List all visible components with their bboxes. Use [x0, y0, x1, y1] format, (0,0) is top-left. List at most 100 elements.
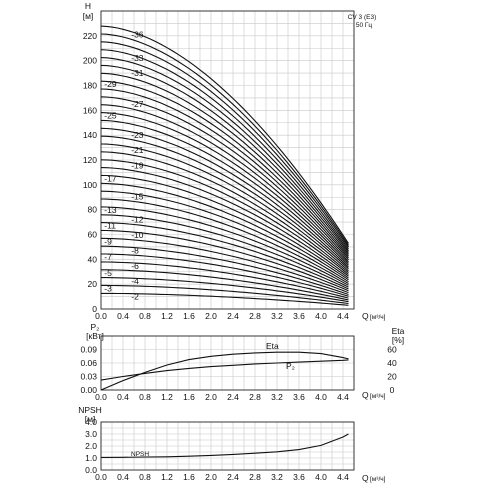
npsh-x-tick-label: 2.8 — [249, 472, 261, 482]
head-curve-6 — [100, 261, 349, 299]
head-y-tick-label: 160 — [83, 105, 97, 115]
head-curve-label-4: -4 — [131, 276, 139, 286]
head-curve-labels: -2 -3 -4 -5 -6 -7 -8 -9 -10 -11 -12 -13 -15 -17 -19 -21… — [104, 30, 144, 302]
npsh-series-label: NPSH — [131, 451, 149, 458]
eta-y-tick-label: 40 — [387, 358, 397, 368]
head-curve-label-25: -25 — [104, 111, 117, 121]
power-efficiency-chart: P₂ [кВт] Eta [%] Q [м³/ч] 0.000.030.060.… — [80, 322, 404, 402]
head-curve-label-29: -29 — [104, 79, 117, 89]
head-curve-label-19: -19 — [131, 161, 144, 171]
npsh-chart-frame — [100, 421, 355, 471]
power-chart-frame — [100, 335, 355, 391]
head-curves — [100, 25, 349, 306]
head-curve-label-17: -17 — [104, 173, 117, 183]
head-curve-label-2: -2 — [131, 292, 139, 302]
eta-y-tick-label: 60 — [387, 345, 397, 355]
head-axis-unit: [м] — [83, 11, 94, 21]
head-x-tick-label: 2.8 — [249, 311, 261, 321]
head-y-tick-label: 120 — [83, 155, 97, 165]
npsh-x-tick-label: 2.0 — [205, 472, 217, 482]
head-curve-label-33: -33 — [131, 53, 144, 63]
head-y-tick-label: 40 — [88, 254, 98, 264]
power-x-axis-unit: [м³/ч] — [370, 393, 386, 400]
head-x-tick-label: 4.4 — [337, 311, 349, 321]
power-axis-label: P₂ — [91, 322, 100, 332]
head-curve-label-11: -11 — [104, 221, 116, 231]
npsh-x-tick-label: 4.0 — [315, 472, 327, 482]
power-axis-unit: [кВт] — [86, 331, 104, 341]
head-curve-30 — [100, 72, 349, 255]
head-y-tick-label: 100 — [83, 180, 97, 190]
power-x-tick-label: 2.8 — [249, 392, 261, 402]
head-curve-label-10: -10 — [131, 230, 144, 240]
npsh-x-tick-label: 0.0 — [95, 472, 107, 482]
npsh-x-axis-label: Q — [362, 473, 369, 483]
head-curve-27 — [100, 96, 349, 261]
head-x-tick-label: 0.0 — [95, 311, 107, 321]
head-x-axis-unit: [м³/ч] — [370, 314, 386, 321]
power-y-tick-label: 0.06 — [80, 358, 97, 368]
head-y-tick-label: 220 — [83, 31, 97, 41]
head-curve-label-23: -23 — [131, 130, 144, 140]
head-curve-8 — [101, 245, 349, 296]
head-curve-label-5: -5 — [104, 268, 112, 278]
npsh-x-tick-label: 3.2 — [271, 472, 283, 482]
head-curve-16 — [100, 182, 349, 281]
model-note-line1: CV 3 (E3) — [348, 14, 377, 21]
head-curve-26 — [100, 104, 349, 263]
head-curve-22 — [100, 135, 349, 270]
head-curve-label-3: -3 — [104, 283, 112, 293]
head-curve-14 — [100, 198, 349, 284]
head-curve-label-36: -36 — [131, 30, 144, 40]
npsh-x-tick-label: 1.2 — [161, 472, 173, 482]
head-curve-3 — [101, 284, 349, 305]
head-x-tick-label: 2.4 — [227, 311, 239, 321]
head-curve-label-6: -6 — [131, 261, 139, 271]
power-chart-grid — [100, 336, 354, 391]
power-x-axis-label: Q — [362, 390, 369, 400]
npsh-x-tick-label: 1.6 — [183, 472, 195, 482]
npsh-y-tick-label: 4.0 — [85, 417, 97, 427]
npsh-x-tick-label: 2.4 — [227, 472, 239, 482]
power-x-tick-label: 0.8 — [139, 392, 151, 402]
npsh-x-tick-label: 3.6 — [293, 472, 305, 482]
head-x-tick-label: 1.2 — [161, 311, 173, 321]
head-curve-34 — [100, 41, 349, 248]
head-curve-36 — [100, 25, 349, 244]
head-curve-24 — [100, 119, 349, 266]
head-y-tick-label: 60 — [88, 230, 98, 240]
head-curve-10 — [100, 229, 349, 292]
head-curve-label-9: -9 — [104, 236, 112, 246]
npsh-curves — [100, 433, 349, 458]
power-x-tick-label: 2.0 — [205, 392, 217, 402]
head-curve-33 — [100, 49, 349, 250]
head-curve-29 — [100, 80, 349, 257]
head-curve-label-7: -7 — [104, 252, 112, 262]
head-x-tick-label: 3.2 — [271, 311, 283, 321]
power-x-tick-label: 0.0 — [95, 392, 107, 402]
eta-curve — [100, 351, 349, 391]
npsh-y-tick-label: 3.0 — [85, 429, 97, 439]
head-curve-label-13: -13 — [104, 205, 117, 215]
power-y-tick-label: 0.09 — [80, 345, 97, 355]
power-curves — [100, 351, 349, 391]
power-x-tick-label: 4.4 — [337, 392, 349, 402]
npsh-y-ticks: 0.0 1.0 2.0 3.0 4.0 — [85, 417, 97, 475]
head-axis-label: H — [85, 1, 91, 11]
head-curve-2 — [101, 292, 349, 306]
head-curve-15 — [100, 190, 349, 283]
head-curve-32 — [100, 57, 349, 252]
npsh-y-tick-label: 2.0 — [85, 441, 97, 451]
npsh-x-tick-label: 0.4 — [117, 472, 129, 482]
head-curve-31 — [100, 64, 349, 253]
npsh-x-ticks: 0.0 0.4 0.8 1.2 1.6 2.0 2.4 2.8 3.2 3.6 4.0 4.4 — [95, 472, 349, 482]
npsh-chart: NPSH [м] Q [м³/ч] 0.0 1.0 2.0 3.0 4.0 0.0 0.4… — [78, 405, 385, 483]
head-curve-label-31: -31 — [131, 68, 144, 78]
power-x-tick-label: 1.2 — [161, 392, 173, 402]
npsh-x-axis-unit: [м³/ч] — [370, 476, 386, 483]
power-x-tick-label: 4.0 — [315, 392, 327, 402]
npsh-y-tick-label: 1.0 — [85, 453, 97, 463]
head-x-tick-label: 4.0 — [315, 311, 327, 321]
head-curve-label-15: -15 — [131, 191, 144, 201]
eta-axis-label: Eta — [392, 326, 405, 336]
